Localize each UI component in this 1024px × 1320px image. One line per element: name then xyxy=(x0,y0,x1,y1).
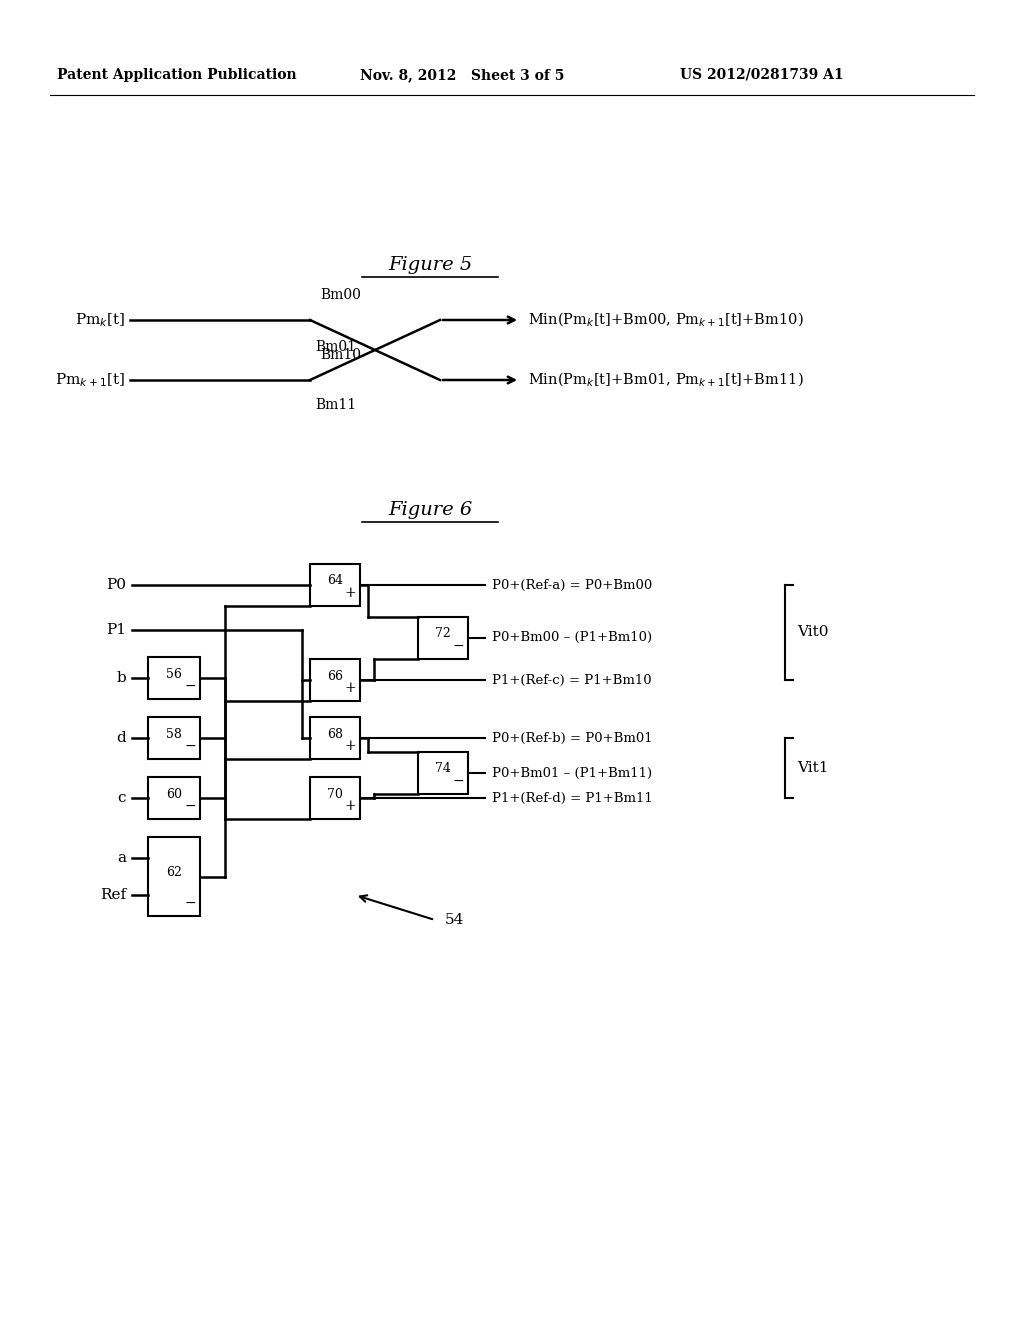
Text: Figure 6: Figure 6 xyxy=(388,502,472,519)
Text: Figure 5: Figure 5 xyxy=(388,256,472,275)
Text: b: b xyxy=(117,671,126,685)
Bar xyxy=(418,752,468,795)
Bar xyxy=(310,717,360,759)
Text: 58: 58 xyxy=(166,727,182,741)
Text: 74: 74 xyxy=(435,763,451,776)
Bar xyxy=(310,659,360,701)
Text: Bm10: Bm10 xyxy=(319,348,361,362)
Bar xyxy=(148,777,200,818)
Text: P0: P0 xyxy=(106,578,126,591)
Text: 54: 54 xyxy=(445,913,464,927)
Text: +: + xyxy=(344,681,356,696)
Text: Pm$_{k+1}$[t]: Pm$_{k+1}$[t] xyxy=(55,371,125,389)
Text: 66: 66 xyxy=(327,669,343,682)
Text: Vit0: Vit0 xyxy=(797,626,828,639)
Text: 64: 64 xyxy=(327,574,343,587)
Text: Vit1: Vit1 xyxy=(797,762,828,775)
Text: P0+Bm01 – (P1+Bm11): P0+Bm01 – (P1+Bm11) xyxy=(492,767,652,780)
Text: c: c xyxy=(118,791,126,805)
Text: +: + xyxy=(344,586,356,601)
Bar xyxy=(148,657,200,700)
Text: −: − xyxy=(184,739,196,752)
Bar xyxy=(310,564,360,606)
Text: +: + xyxy=(344,799,356,813)
Text: P0+(Ref-a) = P0+Bm00: P0+(Ref-a) = P0+Bm00 xyxy=(492,578,652,591)
Bar xyxy=(310,777,360,818)
Text: 56: 56 xyxy=(166,668,182,681)
Text: −: − xyxy=(453,774,464,788)
Text: −: − xyxy=(184,799,196,813)
Text: 68: 68 xyxy=(327,727,343,741)
Text: Pm$_k$[t]: Pm$_k$[t] xyxy=(75,312,125,329)
Text: P1: P1 xyxy=(106,623,126,638)
Text: Bm00: Bm00 xyxy=(319,288,360,302)
Text: d: d xyxy=(117,731,126,744)
Text: 72: 72 xyxy=(435,627,451,640)
Bar xyxy=(418,616,468,659)
Text: 60: 60 xyxy=(166,788,182,800)
Text: US 2012/0281739 A1: US 2012/0281739 A1 xyxy=(680,69,844,82)
Text: Bm11: Bm11 xyxy=(315,399,356,412)
Text: P1+(Ref-d) = P1+Bm11: P1+(Ref-d) = P1+Bm11 xyxy=(492,792,652,804)
Text: Ref: Ref xyxy=(100,888,126,902)
Text: 62: 62 xyxy=(166,866,182,879)
Text: −: − xyxy=(184,678,196,693)
Bar xyxy=(148,717,200,759)
Text: +: + xyxy=(344,739,356,752)
Text: Min(Pm$_k$[t]+Bm01, Pm$_{k+1}$[t]+Bm11): Min(Pm$_k$[t]+Bm01, Pm$_{k+1}$[t]+Bm11) xyxy=(528,371,804,389)
Text: P1+(Ref-c) = P1+Bm10: P1+(Ref-c) = P1+Bm10 xyxy=(492,673,651,686)
Bar xyxy=(148,837,200,916)
Text: −: − xyxy=(453,639,464,652)
Text: Bm01: Bm01 xyxy=(315,341,356,354)
Text: −: − xyxy=(184,896,196,909)
Text: Min(Pm$_k$[t]+Bm00, Pm$_{k+1}$[t]+Bm10): Min(Pm$_k$[t]+Bm00, Pm$_{k+1}$[t]+Bm10) xyxy=(528,310,804,329)
Text: P0+(Ref-b) = P0+Bm01: P0+(Ref-b) = P0+Bm01 xyxy=(492,731,652,744)
Text: Nov. 8, 2012   Sheet 3 of 5: Nov. 8, 2012 Sheet 3 of 5 xyxy=(360,69,564,82)
Text: 70: 70 xyxy=(327,788,343,800)
Text: Patent Application Publication: Patent Application Publication xyxy=(57,69,297,82)
Text: a: a xyxy=(117,851,126,865)
Text: P0+Bm00 – (P1+Bm10): P0+Bm00 – (P1+Bm10) xyxy=(492,631,652,644)
